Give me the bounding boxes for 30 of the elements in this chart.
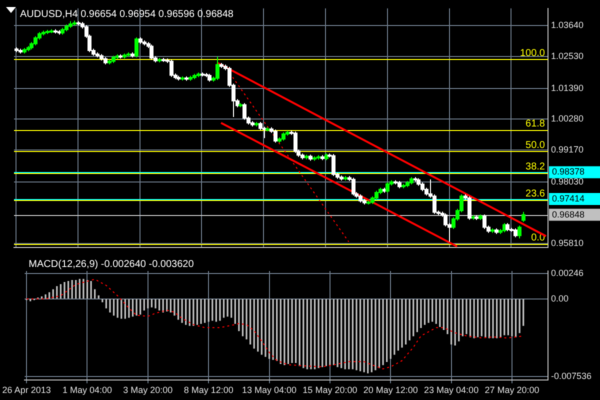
x-tick-label: 13 May 04:00 — [242, 385, 297, 396]
y-tick-label: -0.007536 — [551, 370, 592, 381]
line-series — [26, 278, 524, 370]
ref-line-label: 0.96848 — [552, 209, 585, 220]
x-tick-label: 8 May 12:00 — [184, 385, 234, 396]
y-tick-label: 1.00280 — [551, 114, 584, 124]
y-tick-label: 0.95810 — [551, 238, 584, 248]
annotation: 23.6 — [526, 188, 546, 200]
x-tick-label: 1 May 04:00 — [62, 385, 112, 396]
y-tick-label: 0.99170 — [551, 144, 584, 155]
x-tick-label: 23 May 04:00 — [424, 385, 479, 396]
x-tick-label: 15 May 20:00 — [302, 385, 358, 396]
x-tick-label: 3 May 20:00 — [123, 385, 173, 396]
ref-line-label: 0.97414 — [552, 194, 585, 204]
x-tick-label: 27 May 20:00 — [484, 385, 540, 396]
y-tick-label: 1.02530 — [551, 51, 584, 62]
x-tick-label: 26 Apr 2013 — [2, 385, 51, 396]
chart-title: MACD(12,26,9) -0.002640 -0.003620 — [28, 258, 194, 270]
annotation: 61.8 — [526, 118, 546, 130]
chart-title: AUDUSD,H4 0.96654 0.96954 0.96596 0.96848 — [20, 9, 234, 20]
y-tick-label: 0.00 — [551, 293, 569, 304]
ref-line-label: 0.98378 — [552, 166, 585, 177]
y-tick-label: 1.03640 — [551, 20, 584, 30]
annotation: 50.0 — [526, 140, 546, 151]
y-tick-label: 0.00246 — [551, 268, 584, 278]
annotation: 100.0 — [520, 48, 546, 59]
x-tick-label: 20 May 12:00 — [363, 385, 418, 396]
y-tick-label: 1.01390 — [551, 82, 584, 93]
annotation: 38.2 — [526, 162, 546, 173]
y-tick-label: 0.98030 — [551, 176, 584, 186]
